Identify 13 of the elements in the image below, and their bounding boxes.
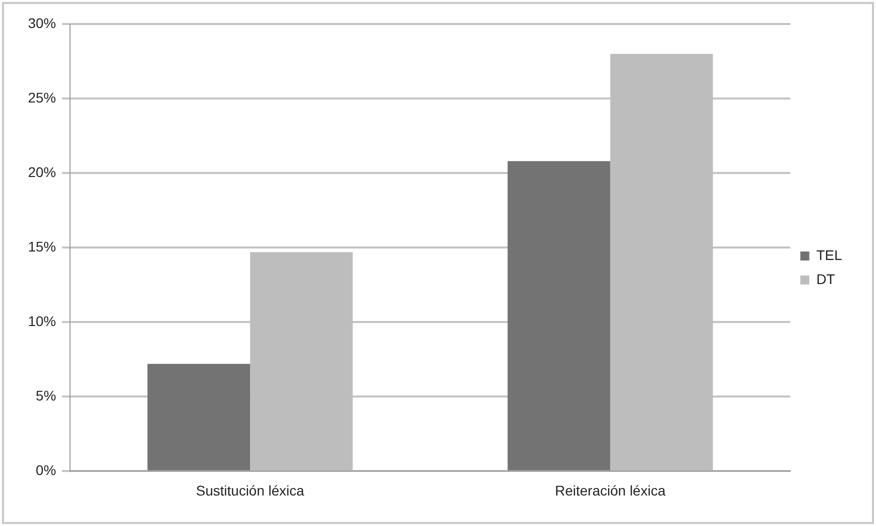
y-tick-label: 5% — [36, 388, 56, 404]
x-tick-label: Reiteración léxica — [555, 482, 666, 498]
legend-label: DT — [816, 270, 836, 287]
bar — [147, 364, 250, 470]
y-tick-label: 30% — [28, 14, 56, 31]
y-tick-label: 25% — [28, 89, 56, 106]
y-tick-label: 10% — [28, 312, 56, 329]
bar — [508, 161, 610, 470]
y-tick-label: 15% — [28, 238, 56, 254]
legend-label: TEL — [816, 246, 842, 263]
y-tick-label: 20% — [28, 164, 56, 180]
y-tick-label: 0% — [36, 462, 56, 478]
x-tick-label: Sustitución léxica — [196, 482, 304, 498]
